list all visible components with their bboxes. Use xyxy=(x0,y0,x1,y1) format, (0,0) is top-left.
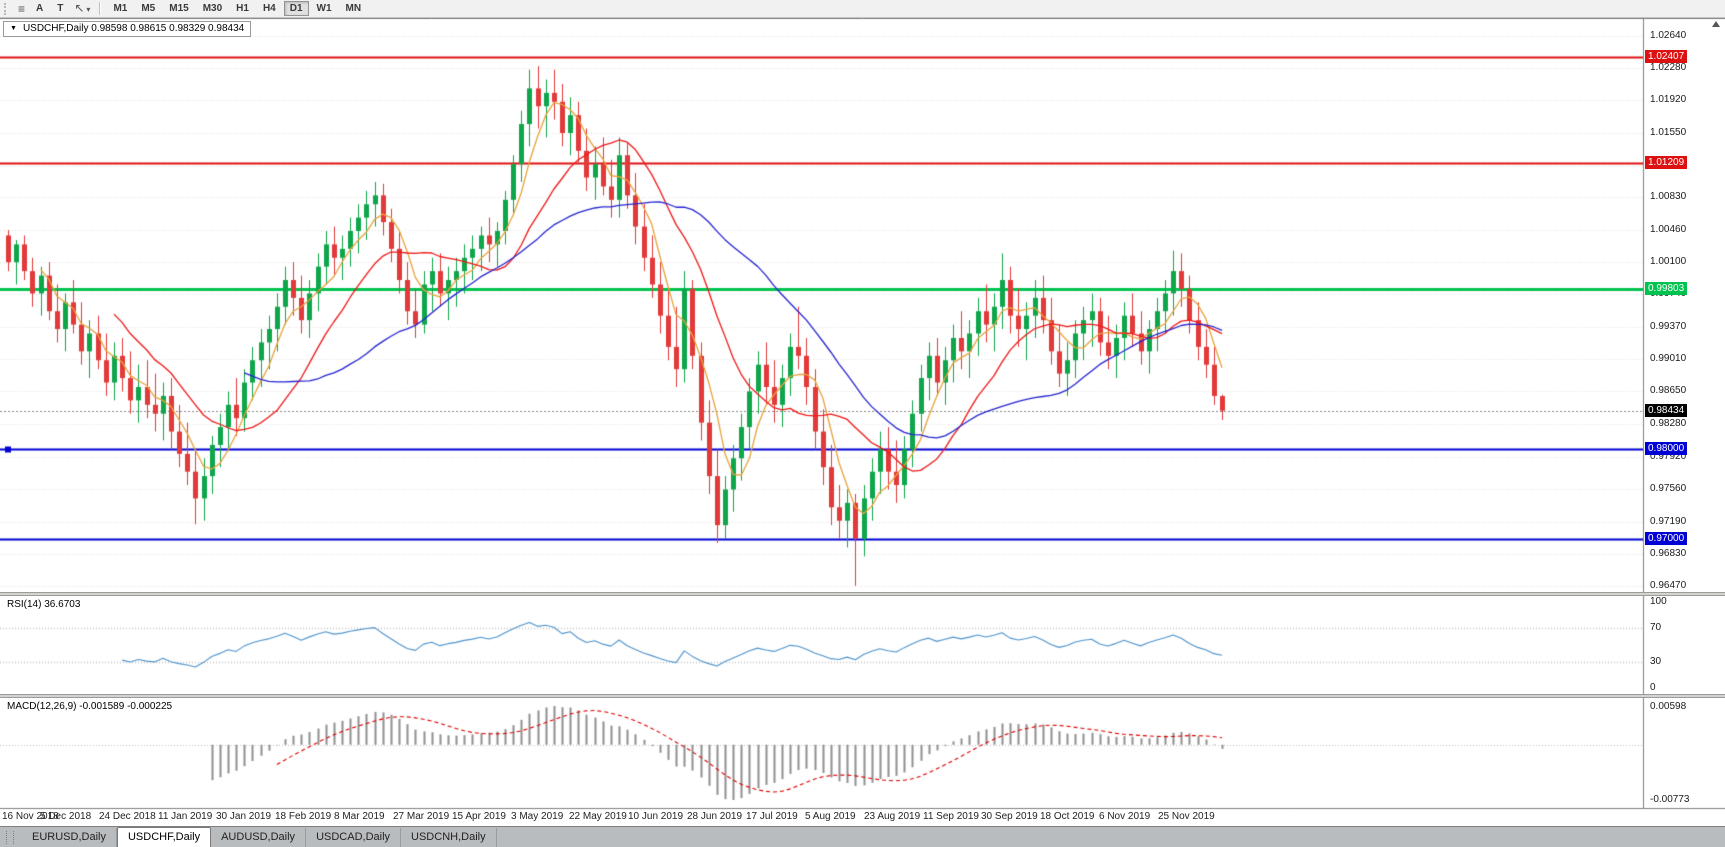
text-tool-button[interactable]: T xyxy=(51,1,69,16)
chart-ohlc-text: USDCHF,Daily 0.98598 0.98615 0.98329 0.9… xyxy=(22,23,245,34)
pane-splitter-macd[interactable] xyxy=(0,694,1725,698)
arrow-tools-dropdown[interactable]: ↖ ▾ xyxy=(70,1,94,17)
macd-label: MACD(12,26,9) -0.001589 -0.000225 xyxy=(7,701,173,712)
toolbar-separator xyxy=(99,2,102,15)
tab-audusd-daily[interactable]: AUDUSD,Daily xyxy=(211,828,307,847)
tabbar-grip[interactable] xyxy=(6,831,14,844)
timeframe-button-m1[interactable]: M1 xyxy=(107,1,133,16)
one-click-trading-arrow-icon[interactable]: ▼ xyxy=(10,25,17,32)
timeframe-button-h1[interactable]: H1 xyxy=(230,1,255,16)
chart-canvas[interactable] xyxy=(0,18,1725,826)
tab-eurusd-daily[interactable]: EURUSD,Daily xyxy=(22,828,117,847)
scroll-marker-icon xyxy=(1712,21,1720,27)
timeframe-button-h4[interactable]: H4 xyxy=(257,1,282,16)
chevron-down-icon: ▾ xyxy=(86,4,91,14)
timeframe-button-d1[interactable]: D1 xyxy=(283,1,309,16)
chart-tabbar: EURUSD,Daily USDCHF,Daily AUDUSD,Daily U… xyxy=(0,826,1725,847)
toolbar: ≡ A T ↖ ▾ M1 M5 M15 M30 H1 H4 D1 W1 MN xyxy=(0,0,1725,18)
timeframe-button-mn[interactable]: MN xyxy=(340,1,368,16)
arrow-cursor-icon: ↖ xyxy=(74,0,85,15)
timeframe-button-m5[interactable]: M5 xyxy=(135,1,161,16)
chart-header: ▼ USDCHF,Daily 0.98598 0.98615 0.98329 0… xyxy=(3,21,252,37)
tab-usdcnh-daily[interactable]: USDCNH,Daily xyxy=(401,828,497,847)
tab-usdcad-daily[interactable]: USDCAD,Daily xyxy=(306,828,402,847)
chart-region: ▼ USDCHF,Daily 0.98598 0.98615 0.98329 0… xyxy=(0,18,1725,826)
rsi-label: RSI(14) 36.6703 xyxy=(7,599,81,610)
toolbar-grip[interactable] xyxy=(4,2,9,15)
timeframe-button-m15[interactable]: M15 xyxy=(163,1,194,16)
tab-usdchf-daily[interactable]: USDCHF,Daily xyxy=(116,827,212,847)
pane-splitter-rsi[interactable] xyxy=(0,592,1725,596)
charts-list-icon[interactable]: ≡ xyxy=(18,1,26,16)
timeframe-button-m30[interactable]: M30 xyxy=(197,1,228,16)
label-a-button[interactable]: A xyxy=(30,1,49,16)
timeframe-button-w1[interactable]: W1 xyxy=(311,1,338,16)
